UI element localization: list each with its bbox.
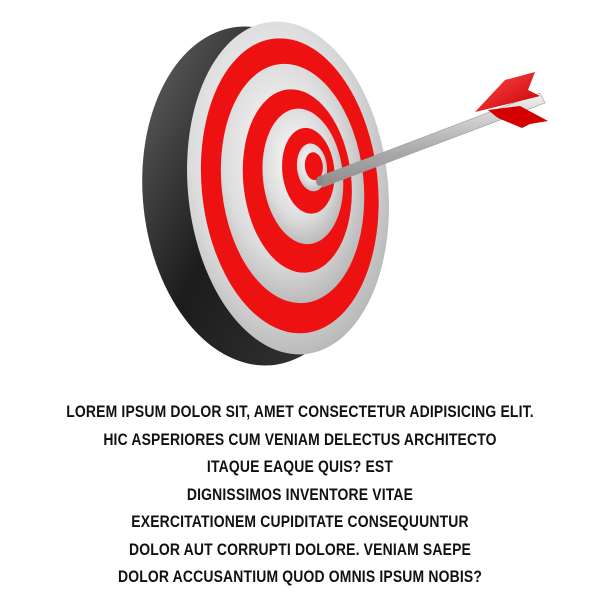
caption-line-4: DIGNISSIMOS INVENTORE VITAE xyxy=(186,484,414,504)
arrow-fletching xyxy=(475,72,548,128)
caption-line-1: LOREM IPSUM DOLOR SIT, AMET CONSECTETUR … xyxy=(66,402,534,421)
target-with-arrow-icon xyxy=(142,21,548,366)
caption-line-6: DOLOR AUT CORRUPTI DOLORE. VENIAM SAEPE xyxy=(128,539,472,559)
target-illustration xyxy=(142,21,548,366)
caption-line-7: DOLOR ACCUSANTIUM QUOD OMNIS IPSUM NOBIS… xyxy=(117,567,483,586)
target-face xyxy=(187,21,389,355)
caption-line-2: HIC ASPERIORES CUM VENIAM DELECTUS ARCHI… xyxy=(103,429,497,449)
caption-line-3: ITAQUE EAQUE QUIS? EST xyxy=(206,457,394,476)
caption-line-5: EXERCITATIONEM CUPIDITATE CONSEQUUNTUR xyxy=(131,512,469,531)
caption-text: LOREM IPSUM DOLOR SIT, AMET CONSECTETUR … xyxy=(0,398,600,591)
arrow-icon xyxy=(316,72,548,188)
